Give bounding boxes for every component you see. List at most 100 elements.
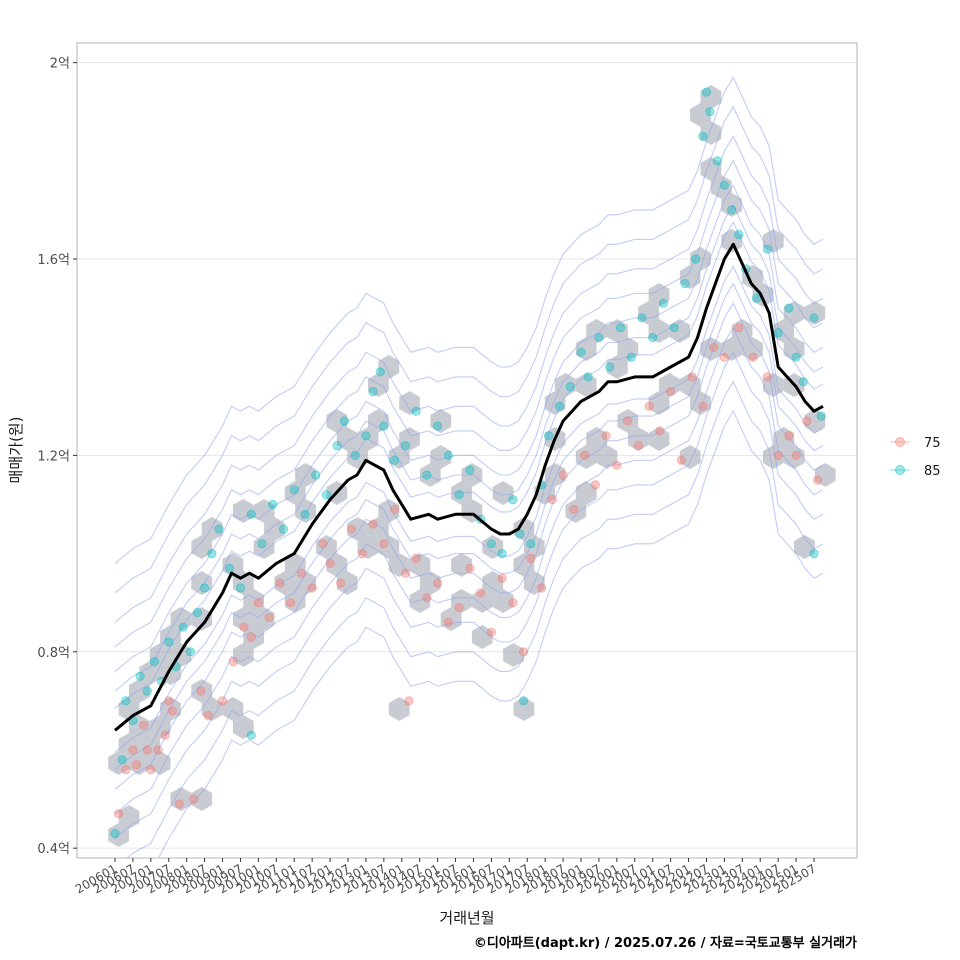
y-tick-label: 1.2억 — [37, 449, 70, 464]
scatter-point — [131, 760, 142, 770]
scatter-point — [207, 548, 217, 559]
scatter-point — [164, 637, 174, 647]
scatter-point — [658, 298, 669, 308]
scatter-point — [253, 598, 263, 608]
hexbin-cell — [783, 337, 805, 361]
scatter-point — [239, 622, 249, 632]
hexbin-cell — [648, 283, 670, 307]
scatter-point — [518, 647, 529, 657]
scatter-point — [601, 431, 611, 441]
scatter-point — [809, 313, 819, 323]
scatter-point — [705, 107, 715, 117]
scatter-point — [114, 809, 124, 819]
scatter-point — [375, 367, 385, 377]
scatter-point — [278, 524, 289, 534]
scatter-point — [142, 745, 152, 755]
scatter-point — [246, 509, 256, 519]
legend-entry-85: 85 — [890, 464, 941, 479]
scatter-point — [325, 558, 335, 569]
scatter-point — [139, 720, 149, 731]
hexbin-cell — [149, 643, 171, 667]
hexbin-cell — [316, 535, 337, 559]
hexbin-cell — [586, 427, 607, 451]
density-contour — [114, 203, 824, 692]
scatter-point — [798, 377, 808, 387]
scatter-point — [576, 347, 586, 357]
hexbin-cell — [336, 427, 358, 451]
scatter-point — [379, 539, 389, 549]
scatter-point — [235, 583, 246, 593]
scatter-point — [590, 480, 600, 490]
scatter-point — [712, 156, 722, 166]
scatter-point — [486, 539, 496, 549]
y-tick-label: 0.8억 — [37, 646, 70, 661]
scatter-point — [311, 470, 321, 480]
scatter-point — [307, 583, 317, 593]
scatter-point — [637, 313, 647, 323]
scatter-point — [547, 494, 557, 505]
scatter-point — [515, 529, 525, 539]
hexbin-cell — [326, 553, 348, 577]
scatter-point — [508, 598, 518, 608]
scatter-point — [633, 440, 644, 451]
scatter-point — [454, 490, 464, 500]
hexbin-cell — [648, 427, 670, 451]
scatter-point — [648, 332, 658, 343]
hexbin-cell — [129, 751, 150, 775]
trend-line-layer — [114, 242, 824, 732]
hexbin-cell — [627, 427, 649, 451]
scatter-point — [389, 504, 400, 514]
hexbin-cell — [170, 607, 192, 631]
scatter-point — [321, 490, 332, 500]
hexbin-cell — [690, 103, 711, 127]
scatter-point — [526, 539, 536, 549]
hexbin-cell — [284, 553, 306, 577]
density-contour — [157, 410, 824, 858]
scatter-point — [518, 696, 529, 706]
hexbin-cell — [513, 553, 535, 577]
scatter-point — [622, 416, 633, 426]
scatter-point — [816, 411, 826, 421]
hexbin-cell — [762, 229, 784, 253]
scatter-point — [809, 548, 819, 559]
scatter-point — [569, 504, 579, 514]
density-contour — [114, 265, 824, 753]
density-contour — [114, 159, 824, 648]
scatter-point — [174, 799, 185, 809]
hexbin-cell — [638, 301, 659, 325]
scatter-point — [160, 730, 170, 740]
scatter-point — [178, 622, 188, 632]
y-tick-label: 1.6억 — [37, 253, 70, 268]
scatter-point — [217, 696, 228, 706]
legend-key-85 — [895, 465, 905, 475]
scatter-point — [411, 553, 421, 564]
scatter-point — [526, 553, 536, 564]
hexbin-cell — [399, 427, 420, 451]
scatter-point — [350, 450, 360, 460]
scatter-point — [544, 431, 554, 441]
legend-label-85: 85 — [924, 464, 941, 479]
scatter-point — [121, 764, 131, 775]
hexbin-cell — [191, 535, 213, 559]
scatter-point — [680, 278, 690, 289]
hexbin-cell — [721, 193, 743, 217]
hexbin-cell — [700, 337, 722, 361]
scatter-point — [289, 485, 299, 495]
hexbin-cell — [191, 571, 213, 595]
hexbin-cell — [742, 265, 763, 289]
scatter-point — [443, 617, 453, 627]
scatter-point — [655, 426, 665, 436]
density-contour — [114, 105, 824, 594]
scatter-point — [185, 647, 195, 657]
scatter-point — [708, 342, 719, 352]
hexbin-cell — [378, 355, 400, 379]
scatter-point — [135, 671, 145, 681]
hexbin-cell — [388, 697, 410, 721]
scatter-point — [153, 745, 163, 755]
scatter-point — [486, 627, 496, 637]
scatter-point — [300, 509, 310, 519]
scatter-point — [748, 352, 758, 362]
hexbin-cell — [492, 481, 514, 505]
hexbin-cell — [731, 319, 753, 343]
hexbin-cell — [160, 625, 181, 649]
